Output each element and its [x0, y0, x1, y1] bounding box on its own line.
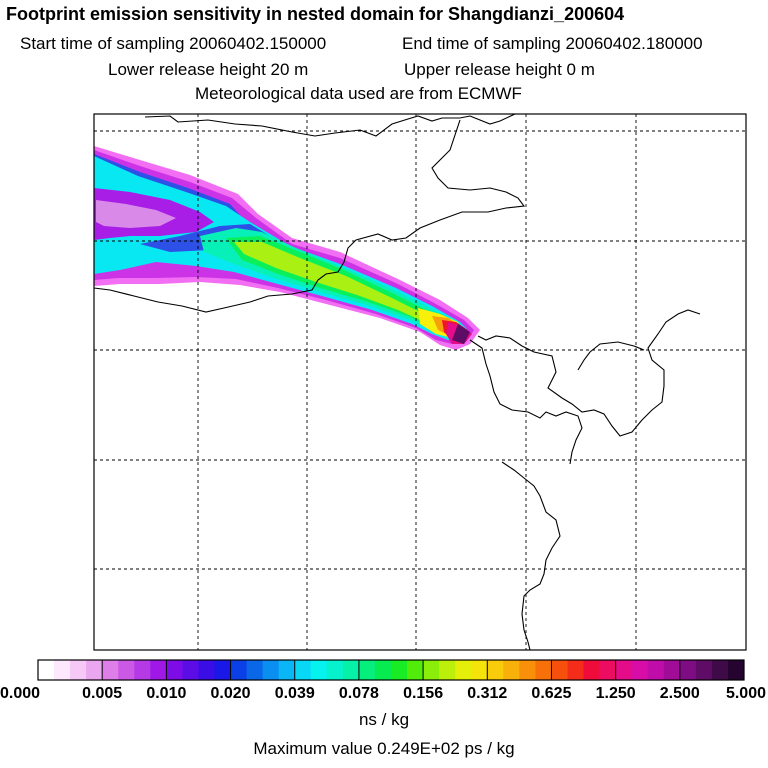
coast-bohai — [477, 309, 701, 437]
colorbar-segment — [551, 660, 568, 680]
colorbar-segment — [198, 660, 215, 680]
colorbar-segment — [503, 660, 520, 680]
plume-source — [452, 324, 470, 344]
colorbar-segment — [278, 660, 296, 680]
colorbar-segment — [439, 660, 456, 680]
border-north — [144, 115, 471, 137]
colorbar-tick-label: 5.000 — [726, 685, 766, 702]
colorbar-segment — [70, 660, 87, 680]
colorbar-segment — [294, 660, 312, 680]
colorbar-segment — [567, 660, 585, 680]
colorbar-unit: ns / kg — [358, 710, 410, 729]
colorbar-segment — [407, 660, 424, 680]
start-time-label: Start time of sampling 20060402.150000 — [20, 34, 327, 53]
colorbar-segment — [583, 660, 601, 680]
colorbar-segment — [471, 660, 488, 680]
colorbar-tick-label: 0.020 — [211, 685, 251, 702]
end-time-label: End time of sampling 20060402.180000 — [402, 34, 703, 53]
colorbar-segment — [647, 660, 665, 680]
colorbar — [37, 659, 745, 681]
colorbar-ticks: 0.000 0.005 0.010 0.020 0.039 0.078 0.156 0.312… — [0, 660, 766, 702]
colorbar-segment — [326, 660, 344, 680]
colorbar-segment — [487, 660, 504, 680]
coast-south — [501, 461, 561, 650]
colorbar-segment — [695, 660, 713, 680]
coast-shandong — [469, 339, 583, 465]
colorbar-segment — [246, 660, 264, 680]
border-ne — [469, 114, 516, 125]
border-east — [94, 119, 526, 313]
colorbar-tick-label: 0.000 — [0, 685, 40, 702]
colorbar-segment — [711, 660, 729, 680]
colorbar-segment — [134, 660, 151, 680]
plume-lime — [234, 242, 440, 326]
colorbar-tick-label: 0.010 — [146, 685, 186, 702]
page-title: Footprint emission sensitivity in nested… — [6, 4, 625, 24]
colorbar-segment — [182, 660, 199, 680]
colorbar-segment — [455, 660, 472, 680]
map-frame — [93, 113, 747, 651]
coastlines — [94, 114, 701, 650]
colorbar-segment — [118, 660, 135, 680]
colorbar-tick-label: 0.039 — [275, 685, 315, 702]
colorbar-segment — [342, 660, 360, 680]
colorbar-segment — [391, 660, 408, 680]
max-value-label: Maximum value 0.249E+02 ps / kg — [253, 739, 515, 758]
plume-violet-core — [96, 200, 176, 228]
colorbar-segment — [358, 660, 376, 680]
colorbar-tick-label: 0.156 — [403, 685, 443, 702]
coast-liaodong — [577, 341, 645, 371]
footprint-plume — [94, 146, 480, 350]
colorbar-segment — [535, 660, 552, 680]
colorbar-segment — [166, 660, 183, 680]
colorbar-segment — [54, 660, 71, 680]
colorbar-segment — [150, 660, 167, 680]
colorbar-segment — [262, 660, 280, 680]
colorbar-segment — [727, 660, 745, 680]
colorbar-segment — [310, 660, 328, 680]
colorbar-tick-label: 0.625 — [531, 685, 571, 702]
met-data-label: Meteorological data used are from ECMWF — [195, 84, 522, 103]
colorbar-tick-label: 1.250 — [596, 685, 636, 702]
colorbar-segment — [663, 660, 681, 680]
colorbar-segment — [423, 660, 440, 680]
colorbar-tick-label: 2.500 — [660, 685, 700, 702]
colorbar-segment — [679, 660, 697, 680]
colorbar-tick-label: 0.312 — [467, 685, 507, 702]
colorbar-segment — [102, 660, 119, 680]
colorbar-tick-label: 0.078 — [339, 685, 379, 702]
colorbar-segment — [615, 660, 633, 680]
colorbar-segment — [38, 660, 55, 680]
colorbar-segment — [519, 660, 536, 680]
colorbar-segment — [374, 660, 392, 680]
colorbar-segment — [214, 660, 232, 680]
upper-height-label: Upper release height 0 m — [404, 60, 595, 79]
colorbar-segment — [86, 660, 103, 680]
colorbar-segment — [599, 660, 617, 680]
lower-height-label: Lower release height 20 m — [108, 60, 309, 79]
colorbar-segment — [230, 660, 248, 680]
colorbar-segment — [631, 660, 649, 680]
colorbar-tick-label: 0.005 — [82, 685, 122, 702]
lat-lon-grid — [94, 114, 746, 650]
